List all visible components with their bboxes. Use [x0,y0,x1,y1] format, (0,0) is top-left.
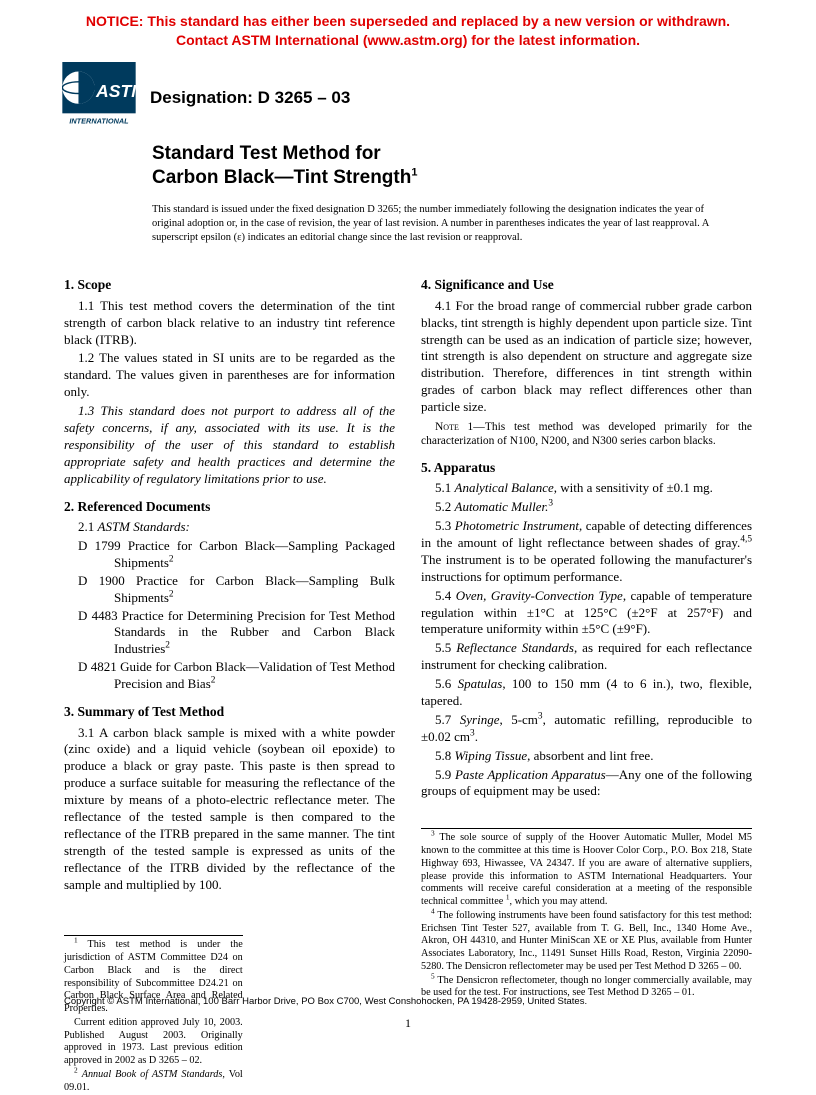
astm-logo: ASTM INTERNATIONAL [62,62,136,128]
n: 5.5 [435,640,456,655]
d: , absorbent and lint free. [527,748,653,763]
note-1: Note 1—This test method was developed pr… [421,420,752,449]
right-column: 4. Significance and Use 4.1 For the broa… [421,266,752,1095]
ref-sup: 2 [211,676,216,686]
t: Syringe [460,712,500,727]
t: Wiping Tissue [455,748,528,763]
ref-d1900: D 1900 Practice for Carbon Black—Samplin… [64,573,395,607]
d2: The instrument is to be operated followi… [421,552,752,584]
para-5-8: 5.8 Wiping Tissue, absorbent and lint fr… [421,748,752,765]
para-5-7: 5.7 Syringe, 5-cm3, automatic refilling,… [421,712,752,746]
t: Oven, Gravity-Convection Type [456,588,623,603]
ref-sup: 2 [169,589,174,599]
ref-d4483: D 4483 Practice for Determining Precisio… [64,608,395,659]
para-5-4: 5.4 Oven, Gravity-Convection Type, capab… [421,588,752,639]
designation: Designation: D 3265 – 03 [150,81,350,109]
title-block: Standard Test Method for Carbon Black—Ti… [0,128,816,194]
issuance-note: This standard is issued under the fixed … [0,193,816,244]
fn3-post: , which you may attend. [510,896,608,907]
para-5-3: 5.3 Photometric Instrument, capable of d… [421,518,752,586]
supersession-notice: NOTICE: This standard has either been su… [0,0,816,54]
t: Paste Application Apparatus [455,767,606,782]
t: Photometric Instrument [455,518,579,533]
footnotes-left: 1 This test method is under the jurisdic… [64,935,243,1094]
n: 5.8 [435,748,455,763]
para-2-1-label: ASTM Standards: [98,519,190,534]
page-number: 1 [0,1016,816,1032]
para-3-1: 3.1 A carbon black sample is mixed with … [64,725,395,894]
s: 4,5 [740,535,752,545]
s: 3 [548,499,553,509]
copyright-line: Copyright © ASTM International, 100 Barr… [64,996,752,1008]
ref-text: D 1900 Practice for Carbon Black—Samplin… [78,573,395,605]
para-1-2: 1.2 The values stated in SI units are to… [64,350,395,401]
t: Automatic Muller. [455,499,549,514]
section-1-heading: 1. Scope [64,276,395,294]
para-5-6: 5.6 Spatulas, 100 to 150 mm (4 to 6 in.)… [421,676,752,710]
footnotes-right: 3 The sole source of supply of the Hoove… [421,828,752,1000]
ref-sup: 2 [169,555,174,565]
body-columns: 1. Scope 1.1 This test method covers the… [0,244,816,1095]
ref-text: D 1799 Practice for Carbon Black—Samplin… [78,538,395,570]
svg-text:ASTM: ASTM [95,81,136,101]
section-5-heading: 5. Apparatus [421,459,752,477]
title-footnote-ref: 1 [411,166,417,178]
footnote-3: 3 The sole source of supply of the Hoove… [421,832,752,909]
n: 5.4 [435,588,456,603]
footnote-4: 4 The following instruments have been fo… [421,910,752,974]
n: 5.2 [435,499,455,514]
ref-sup: 2 [165,641,170,651]
ref-d1799: D 1799 Practice for Carbon Black—Samplin… [64,538,395,572]
section-2-heading: 2. Referenced Documents [64,498,395,516]
n: 5.3 [435,518,455,533]
para-2-1: 2.1 ASTM Standards: [64,519,395,536]
n: 5.6 [435,676,458,691]
fn2-ital: Annual Book of ASTM Standards [82,1069,223,1080]
header-row: ASTM INTERNATIONAL Designation: D 3265 –… [0,54,816,128]
ref-text: D 4483 Practice for Determining Precisio… [78,608,395,657]
para-5-9: 5.9 Paste Application Apparatus—Any one … [421,767,752,801]
d3: . [475,729,478,744]
ref-text: D 4821 Guide for Carbon Black—Validation… [78,659,395,691]
section-4-heading: 4. Significance and Use [421,276,752,294]
d: , with a sensitivity of ±0.1 mg. [554,480,713,495]
para-5-2: 5.2 Automatic Muller.3 [421,499,752,516]
para-2-1-num: 2.1 [78,519,98,534]
ref-d4821: D 4821 Guide for Carbon Black—Validation… [64,659,395,693]
title-line-2: Carbon Black—Tint Strength [152,167,411,188]
t: Analytical Balance [455,480,554,495]
note-1-label: Note 1— [435,421,485,433]
n: 5.9 [435,767,455,782]
para-1-1: 1.1 This test method covers the determin… [64,298,395,349]
fn4-text: The following instruments have been foun… [421,910,752,972]
title-line-1: Standard Test Method for [152,143,381,164]
left-column: 1. Scope 1.1 This test method covers the… [64,266,395,1095]
para-4-1: 4.1 For the broad range of commercial ru… [421,298,752,416]
standard-title: Standard Test Method for Carbon Black—Ti… [152,142,816,190]
t: Reflectance Standards [456,640,574,655]
svg-text:INTERNATIONAL: INTERNATIONAL [69,116,129,125]
section-3-heading: 3. Summary of Test Method [64,703,395,721]
para-5-1: 5.1 Analytical Balance, with a sensitivi… [421,480,752,497]
t: Spatulas [458,676,503,691]
n: 5.1 [435,480,455,495]
footnote-2: 2 Annual Book of ASTM Standards, Vol 09.… [64,1069,243,1095]
n: 5.7 [435,712,460,727]
para-1-3: 1.3 This standard does not purport to ad… [64,403,395,487]
d: , 5-cm [499,712,537,727]
para-5-5: 5.5 Reflectance Standards, as required f… [421,640,752,674]
